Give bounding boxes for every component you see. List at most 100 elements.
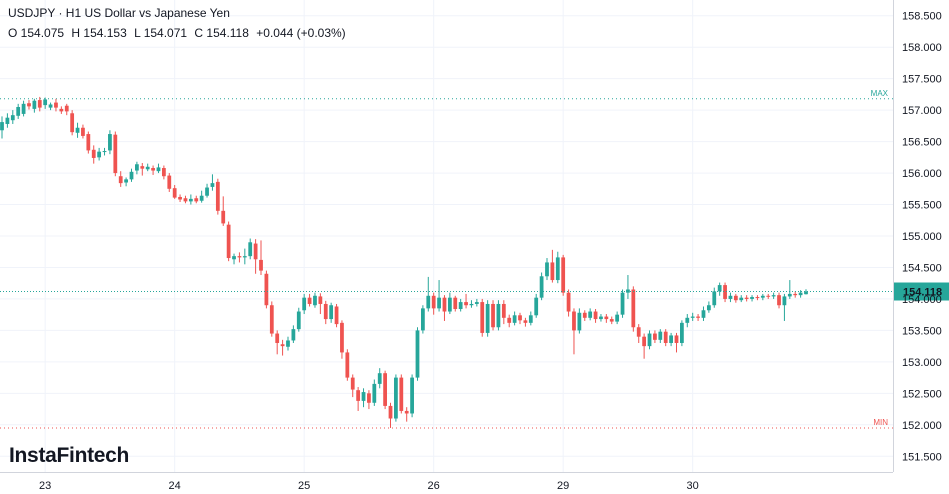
candle-body	[5, 117, 10, 124]
candle-body	[0, 122, 4, 131]
candle-body	[16, 106, 21, 116]
candle-body	[501, 303, 506, 318]
candle-body	[561, 257, 566, 293]
candle-body	[399, 377, 404, 411]
candle-body	[453, 297, 458, 310]
candle-body	[361, 392, 366, 401]
candle-body	[377, 373, 382, 384]
candle-body	[81, 127, 85, 136]
price-tick-label: 153.500	[902, 325, 942, 337]
level-label-min: MIN	[873, 418, 888, 427]
candle-body	[728, 295, 733, 299]
candle-body	[653, 333, 657, 340]
candle-body	[593, 311, 598, 320]
candle-body	[647, 333, 652, 347]
candle-body	[129, 171, 134, 180]
candle-body	[113, 134, 118, 174]
price-tick-label: 153.000	[902, 357, 942, 369]
price-tick-label: 158.500	[902, 11, 942, 23]
candle-body	[663, 331, 668, 343]
candle-body	[582, 312, 587, 318]
candle-body	[485, 303, 490, 333]
candle-body	[151, 168, 155, 171]
price-axis[interactable]: 151.500 152.000 152.500 153.000 153.500 154.0…	[893, 0, 942, 472]
candle-body	[275, 333, 280, 343]
candle-body	[291, 329, 296, 341]
candle-body	[577, 312, 582, 331]
candle-body	[313, 295, 317, 306]
candle-body	[771, 295, 776, 297]
candle-body	[739, 297, 744, 301]
time-axis[interactable]: 23 24 25 26 29 30	[0, 472, 893, 493]
candle-body	[97, 151, 102, 158]
candle-body	[755, 297, 760, 299]
candle-body	[296, 311, 301, 330]
last-price-line: 154.118	[0, 282, 949, 301]
candle-body	[534, 297, 539, 316]
candle-body	[458, 302, 463, 310]
candle-body	[307, 297, 312, 304]
candle-body	[474, 302, 479, 304]
candle-body	[372, 383, 377, 403]
candle-body	[528, 315, 533, 323]
candle-body	[426, 295, 431, 309]
candle-body	[507, 317, 512, 323]
candle-body	[480, 302, 485, 333]
candle-body	[178, 196, 182, 200]
date-tick-label: 30	[687, 480, 699, 492]
candle-body	[345, 352, 350, 378]
candle-body	[205, 187, 209, 196]
candle-body	[550, 262, 555, 281]
candle-body	[21, 103, 26, 114]
candle-body	[75, 127, 80, 133]
candle-body	[491, 303, 495, 328]
candle-body	[566, 292, 571, 312]
candle-body	[723, 285, 727, 299]
candle-body	[59, 108, 64, 112]
price-tick-label: 155.000	[902, 231, 942, 243]
candle-body	[804, 291, 808, 295]
candle-body	[135, 164, 139, 171]
candle-body	[496, 303, 501, 328]
candle-body	[10, 115, 15, 121]
ohlc-open: O 154.075	[8, 26, 65, 40]
candle-body	[280, 344, 285, 347]
candle-body	[793, 293, 798, 296]
candle-body	[680, 322, 684, 343]
candle-body	[215, 181, 220, 211]
date-tick-label: 26	[428, 480, 440, 492]
candle-body	[442, 297, 447, 312]
symbol-title: USDJPY · H1 US Dollar vs Japanese Yen	[8, 6, 230, 20]
candle-body	[620, 292, 625, 315]
candle-body	[404, 410, 409, 414]
candle-body	[636, 327, 641, 337]
candle-body	[194, 198, 199, 202]
candle-body	[410, 377, 414, 414]
candle-body	[701, 310, 706, 318]
candle-body	[64, 105, 69, 112]
candle-body	[350, 377, 355, 390]
candle-body	[599, 316, 603, 320]
candle-body	[545, 262, 549, 277]
candle-body	[518, 315, 522, 321]
candle-body	[226, 224, 231, 259]
price-tick-label: 154.000	[902, 294, 942, 306]
candle-body	[70, 113, 75, 133]
candle-body	[512, 315, 517, 323]
candle-body	[356, 390, 361, 401]
candle-body	[199, 195, 204, 201]
candle-body	[782, 296, 787, 306]
last-price-badge-label: 154.118	[903, 287, 942, 299]
candle-body	[750, 297, 754, 299]
candle-body	[264, 273, 269, 306]
candles	[0, 96, 808, 428]
ohlc-low: L 154.071	[134, 26, 188, 40]
level-label-max: MAX	[871, 89, 889, 98]
candle-body	[210, 183, 215, 187]
candle-body	[188, 198, 193, 202]
candle-body	[609, 319, 614, 322]
candle-body	[642, 336, 647, 347]
date-tick-label: 24	[169, 480, 181, 492]
candle-body	[469, 303, 474, 306]
